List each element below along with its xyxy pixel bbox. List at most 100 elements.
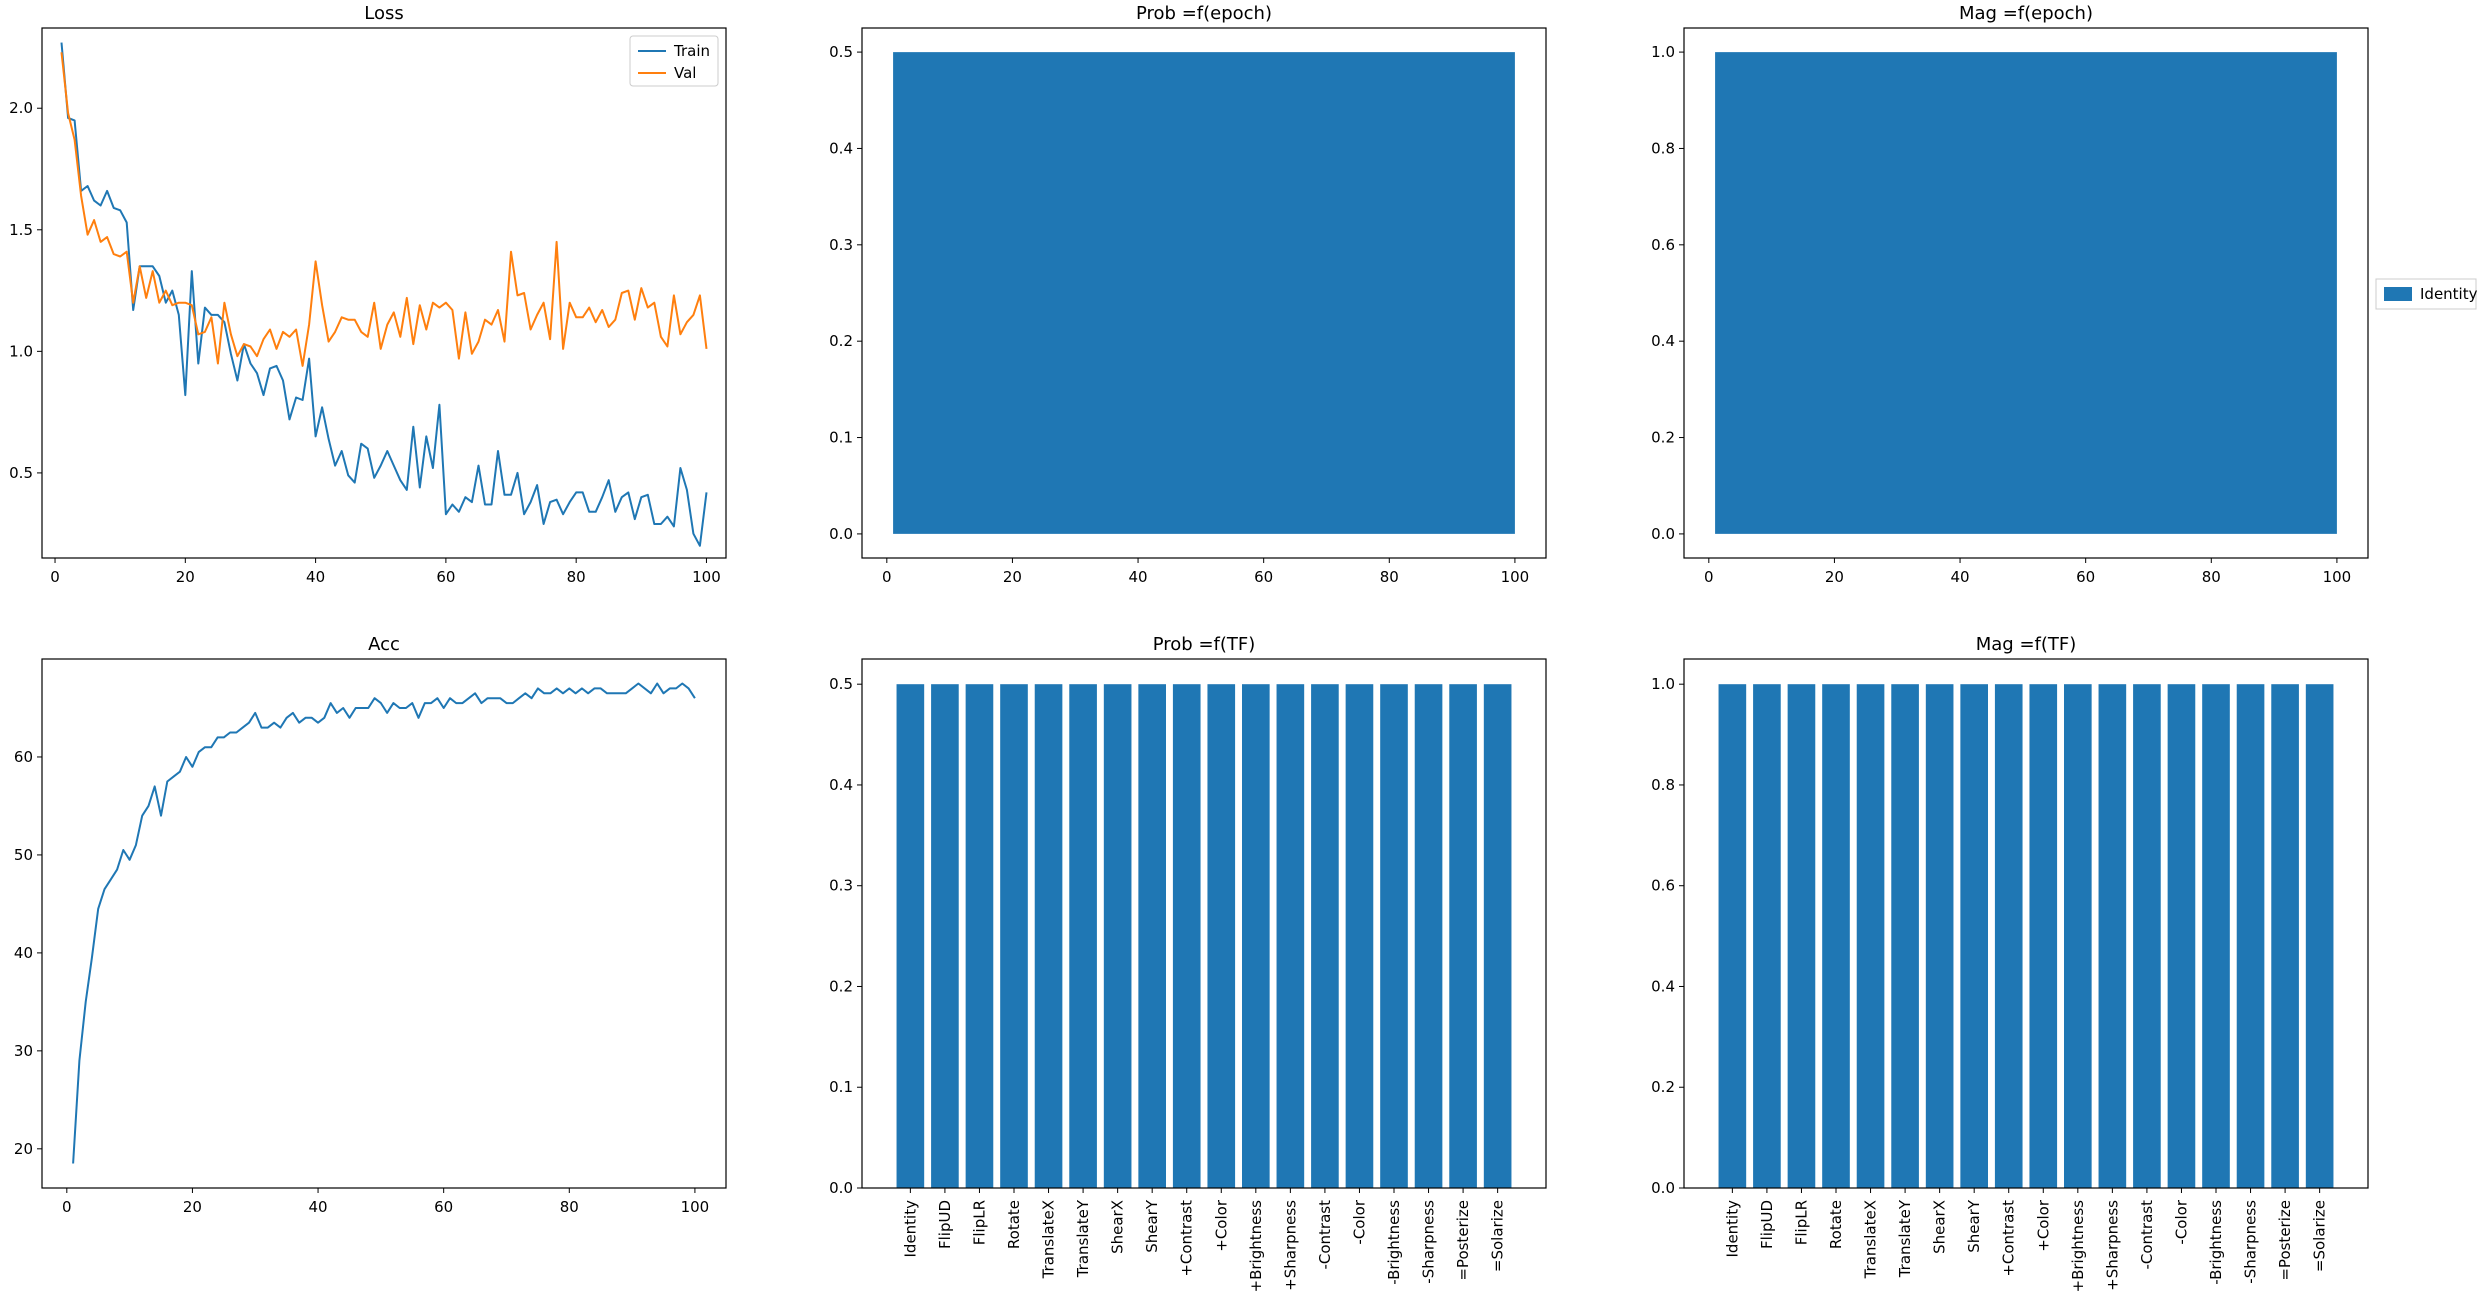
bar bbox=[1138, 684, 1166, 1188]
bar bbox=[1311, 684, 1339, 1188]
x-tick-label: +Contrast bbox=[1178, 1200, 1196, 1277]
bar bbox=[2064, 684, 2092, 1188]
axes-frame bbox=[861, 658, 1547, 1189]
x-tick-label: 0 bbox=[50, 568, 60, 586]
bar bbox=[1822, 684, 1850, 1188]
chart-title-acc: Acc bbox=[368, 634, 400, 655]
series-line-val bbox=[60, 52, 708, 367]
y-tick-label: 50 bbox=[14, 846, 33, 864]
y-tick-label: 30 bbox=[14, 1042, 33, 1060]
bar bbox=[1856, 684, 1885, 1188]
x-tick-label: ShearY bbox=[1143, 1199, 1161, 1253]
x-tick-label: Identity bbox=[901, 1200, 919, 1258]
x-tick-label: 20 bbox=[1825, 568, 1844, 586]
y-tick-label: 0.0 bbox=[1651, 525, 1675, 543]
axes-frame bbox=[41, 27, 727, 559]
y-tick-label: 0.1 bbox=[829, 429, 853, 447]
bar bbox=[896, 684, 925, 1188]
bar bbox=[2305, 684, 2334, 1188]
bar bbox=[1483, 684, 1512, 1188]
x-tick-label: 100 bbox=[1501, 568, 1530, 586]
chart-acc: Acc 20 30 40 50 60 0 20 40 60 80 100 bbox=[14, 634, 727, 1216]
x-tick-label: =Posterize bbox=[2276, 1200, 2294, 1281]
series-line-acc bbox=[72, 682, 696, 1164]
x-tick-label: 0 bbox=[882, 568, 892, 586]
x-tick-label: -Contrast bbox=[1316, 1200, 1334, 1270]
x-tick-label: ShearY bbox=[1965, 1199, 1983, 1253]
outside-legend: Identity bbox=[2375, 278, 2478, 310]
x-tick-label: -Sharpness bbox=[2242, 1200, 2260, 1284]
x-tick-label: TranslateX bbox=[1040, 1200, 1058, 1279]
bar bbox=[1925, 684, 1954, 1188]
y-tick-label: 40 bbox=[14, 944, 33, 962]
bar bbox=[1787, 684, 1816, 1188]
y-tick-label: 1.5 bbox=[9, 221, 33, 239]
x-tick-label: 100 bbox=[681, 1198, 710, 1216]
x-tick-label: +Sharpness bbox=[1281, 1200, 1299, 1291]
y-tick-label: 0.0 bbox=[829, 1179, 853, 1197]
x-tick-label: -Brightness bbox=[2207, 1200, 2225, 1285]
chart-title-prob_tf: Prob =f(TF) bbox=[1153, 634, 1256, 655]
y-tick-label: 1.0 bbox=[1651, 43, 1675, 61]
y-tick-label: 0.0 bbox=[1651, 1179, 1675, 1197]
x-tick-label: 80 bbox=[560, 1198, 579, 1216]
legend-label-val: Val bbox=[674, 64, 696, 82]
bar bbox=[2098, 684, 2127, 1188]
bar bbox=[1718, 684, 1747, 1188]
area-identity bbox=[893, 52, 1515, 534]
x-tick-label: 40 bbox=[306, 568, 325, 586]
y-tick-label: 60 bbox=[14, 748, 33, 766]
bar bbox=[1753, 684, 1781, 1188]
bar bbox=[2133, 684, 2161, 1188]
bar bbox=[1960, 684, 1988, 1188]
x-tick-label: +Contrast bbox=[2000, 1200, 2018, 1277]
y-tick-label: 20 bbox=[14, 1140, 33, 1158]
chart-title-loss: Loss bbox=[364, 3, 403, 24]
bar bbox=[1276, 684, 1305, 1188]
x-tick-label: FlipLR bbox=[970, 1200, 988, 1245]
bar bbox=[1380, 684, 1408, 1188]
chart-prob_epoch: Prob =f(epoch) 0.0 0.1 0.2 0.3 0.4 0.5 0 20 40 60 8… bbox=[829, 3, 1547, 586]
bar bbox=[2271, 684, 2299, 1188]
y-tick-label: 0.5 bbox=[829, 675, 853, 693]
y-tick-label: 0.8 bbox=[1651, 776, 1675, 794]
x-tick-label: Rotate bbox=[1005, 1200, 1023, 1249]
legend-label-train: Train bbox=[673, 42, 710, 60]
y-tick-label: 0.6 bbox=[1651, 877, 1675, 895]
y-tick-label: 0.6 bbox=[1651, 236, 1675, 254]
x-tick-label: 0 bbox=[1704, 568, 1714, 586]
x-tick-label: +Brightness bbox=[1247, 1200, 1265, 1292]
x-tick-label: ShearX bbox=[1109, 1200, 1127, 1254]
bar bbox=[2029, 684, 2058, 1188]
bar bbox=[2167, 684, 2196, 1188]
x-tick-label: FlipUD bbox=[1758, 1200, 1776, 1249]
x-tick-label: 40 bbox=[1951, 568, 1970, 586]
bar bbox=[965, 684, 994, 1188]
x-tick-label: FlipLR bbox=[1792, 1200, 1810, 1245]
bar bbox=[1103, 684, 1132, 1188]
x-tick-label: -Brightness bbox=[1385, 1200, 1403, 1285]
x-tick-label: 40 bbox=[1129, 568, 1148, 586]
outside-legend-swatch bbox=[2384, 287, 2412, 301]
bar bbox=[931, 684, 959, 1188]
axes-frame bbox=[1683, 658, 2369, 1189]
y-tick-label: 0.5 bbox=[829, 43, 853, 61]
y-tick-label: 0.2 bbox=[829, 977, 853, 995]
x-tick-label: -Contrast bbox=[2138, 1200, 2156, 1270]
bar bbox=[2202, 684, 2230, 1188]
axes-frame bbox=[861, 27, 1547, 559]
x-tick-label: =Posterize bbox=[1454, 1200, 1472, 1281]
y-tick-label: 0.1 bbox=[829, 1078, 853, 1096]
x-tick-label: ShearX bbox=[1931, 1200, 1949, 1254]
axes-frame bbox=[41, 658, 727, 1189]
x-tick-label: 60 bbox=[1254, 568, 1273, 586]
y-tick-label: 0.3 bbox=[829, 236, 853, 254]
x-tick-label: TranslateY bbox=[1074, 1199, 1092, 1278]
x-tick-label: 60 bbox=[436, 568, 455, 586]
x-tick-label: +Color bbox=[1212, 1199, 1230, 1252]
bar bbox=[1891, 684, 1919, 1188]
bar bbox=[1172, 684, 1201, 1188]
x-tick-label: Rotate bbox=[1827, 1200, 1845, 1249]
bar bbox=[1414, 684, 1443, 1188]
chart-title-prob_epoch: Prob =f(epoch) bbox=[1136, 3, 1272, 24]
